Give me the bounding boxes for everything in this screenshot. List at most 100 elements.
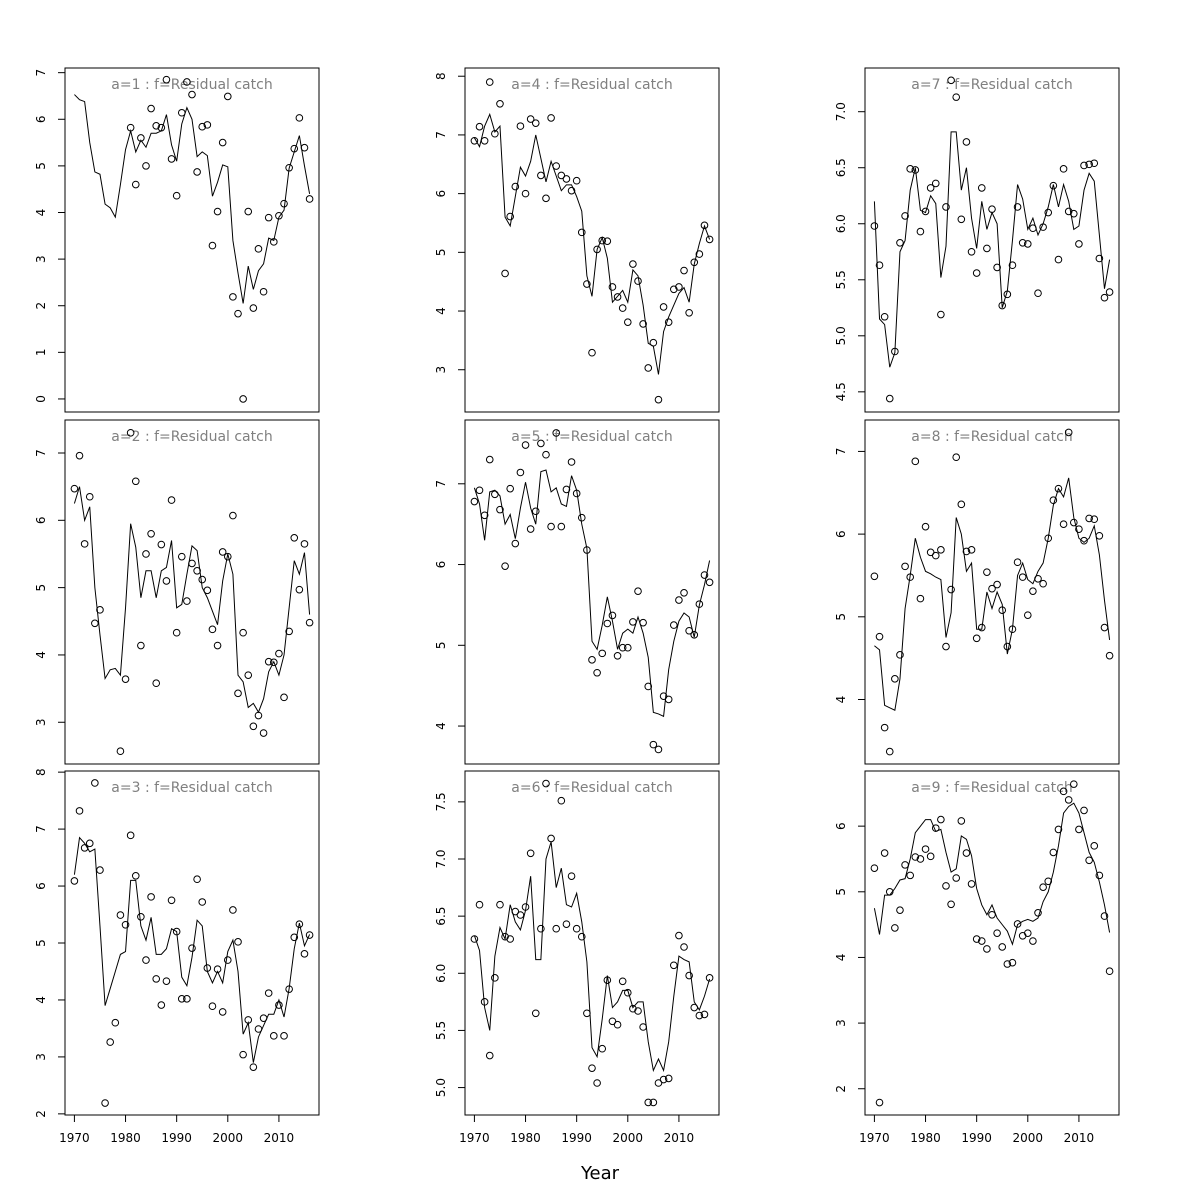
data-point [275,1001,283,1009]
y-tick-label: 4 [834,954,848,962]
data-point [1105,967,1114,976]
data-point [239,395,247,403]
data-point [983,568,991,576]
data-point [880,723,889,732]
data-point [1064,207,1073,216]
data-point [1080,161,1088,170]
data-point [552,924,561,933]
y-tick-label: 5 [34,939,48,947]
data-point [967,546,976,554]
data-point [921,522,930,531]
data-point [891,675,899,683]
data-point [142,550,150,558]
data-point [229,293,237,301]
data-point [167,896,176,905]
data-point [542,194,550,203]
data-point [213,641,222,650]
data-point [562,920,571,928]
data-point [1080,806,1088,815]
data-point [557,171,566,180]
data-point [183,597,191,605]
data-point [223,552,232,561]
data-point [552,429,561,437]
data-point [475,122,484,131]
y-tick-label: 4 [434,307,448,315]
data-point [111,1018,120,1027]
data-point [567,458,576,466]
data-point [654,745,663,754]
data-point [896,239,904,247]
data-point [931,551,940,560]
data-point [875,261,884,270]
y-tick-label: 0 [34,395,48,403]
data-point [305,618,314,627]
data-point [193,566,201,575]
data-point [700,221,709,230]
data-point [562,175,571,183]
y-tick-label: 3 [34,718,48,726]
x-tick-label: 1970 [859,1131,890,1145]
data-point [664,1074,673,1083]
data-point [547,834,555,843]
y-tick-label: 5.5 [834,270,848,289]
data-point [1090,159,1099,168]
data-point [1049,181,1058,190]
data-point [106,1038,114,1046]
data-point [1075,240,1083,248]
data-point [526,115,535,123]
data-point [157,1001,166,1009]
data-point [167,155,176,163]
data-point [603,619,612,628]
data-point [270,658,278,667]
data-point [491,974,499,982]
data-point [547,114,555,122]
data-point [654,1079,663,1087]
data-point [875,1098,884,1107]
y-tick-label: 3 [34,1053,48,1061]
data-point [618,304,627,312]
y-tick-label: 6 [34,516,48,524]
data-point [239,628,247,637]
data-point [162,977,171,985]
data-point [1095,254,1104,263]
y-tick-label: 6 [434,561,448,569]
data-point [244,207,253,216]
data-point [557,522,566,531]
data-point [1100,293,1109,302]
data-point [188,90,196,99]
data-point [613,293,622,301]
fit-line [73,486,311,714]
data-point [239,1050,247,1059]
data-point [695,1011,704,1020]
data-point [588,656,596,664]
data-point [659,1075,668,1084]
data-point [1105,288,1114,296]
data-point [75,807,84,815]
data-point [131,477,140,486]
data-point [891,924,899,932]
data-point [1023,929,1032,937]
data-point [972,269,981,277]
data-point [147,529,155,538]
data-point [485,455,494,464]
data-point [96,606,104,614]
data-point [70,484,79,493]
x-tick-label: 1970 [459,1131,490,1145]
fit-line [74,94,311,304]
fit-line [73,836,311,1063]
y-tick-label: 7 [434,131,448,139]
data-point [957,817,966,825]
x-tick-label: 2000 [1013,1131,1044,1145]
data-point [629,260,637,268]
data-point [1044,534,1053,543]
data-point [947,76,955,85]
fit-line [473,841,711,1073]
y-tick-label: 8 [34,768,48,776]
data-point [305,931,314,939]
data-point [531,119,540,127]
data-point [588,1064,596,1072]
data-point [218,548,227,556]
data-point [962,547,971,556]
data-point [223,92,232,101]
